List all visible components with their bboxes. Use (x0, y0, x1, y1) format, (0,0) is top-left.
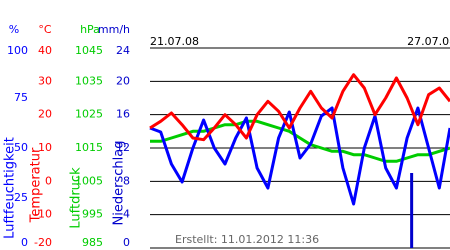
x-tick-label: 21.07.08 (150, 35, 199, 48)
y-tick-label: 0 (123, 236, 130, 249)
y-tick-label: 20 (116, 74, 130, 87)
y-tick-label: 24 (116, 44, 130, 57)
y-tick-label: 50 (14, 141, 28, 154)
axis-title: Temperatur (29, 147, 44, 223)
y-tick-label: 30 (38, 74, 52, 87)
axis-title: Luftdruck (69, 167, 84, 229)
y-tick-label: 8 (123, 174, 130, 187)
y-tick-label: -20 (34, 236, 52, 249)
x-tick-label: 27.07.08 (407, 35, 450, 48)
series-line (149, 73, 450, 142)
axis-unit: hPa (80, 23, 100, 36)
y-tick-label: 20 (38, 108, 52, 121)
y-tick-label: 4 (123, 208, 130, 221)
y-tick-label: 985 (82, 236, 103, 249)
y-tick-label: 0 (45, 174, 52, 187)
precipitation-bar (410, 173, 414, 248)
axis-title: Niederschlag (112, 141, 127, 226)
axis-unit: °C (38, 23, 52, 36)
y-tick-label: 1025 (75, 108, 103, 121)
y-tick-label: -10 (34, 208, 52, 221)
y-tick-label: 100 (7, 44, 28, 57)
y-tick-label: 1005 (75, 174, 103, 187)
y-tick-label: 16 (116, 108, 130, 121)
y-tick-label: 10 (38, 141, 52, 154)
y-tick-label: 75 (14, 91, 28, 104)
y-tick-label: 1035 (75, 74, 103, 87)
y-tick-label: 1045 (75, 44, 103, 57)
footnote: Erstellt: 11.01.2012 11:36 (175, 233, 319, 246)
axis-unit: % (9, 23, 19, 36)
axis-title: Luftfeuchtigkeit (3, 137, 18, 239)
y-tick-label: 25 (14, 191, 28, 204)
y-tick-label: 12 (116, 141, 130, 154)
y-tick-label: 0 (21, 236, 28, 249)
y-tick-label: 40 (38, 44, 52, 57)
y-tick-label: 1015 (75, 141, 103, 154)
series-line (149, 106, 450, 206)
axis-unit: mm/h (98, 23, 130, 36)
y-tick-label: 995 (82, 208, 103, 221)
